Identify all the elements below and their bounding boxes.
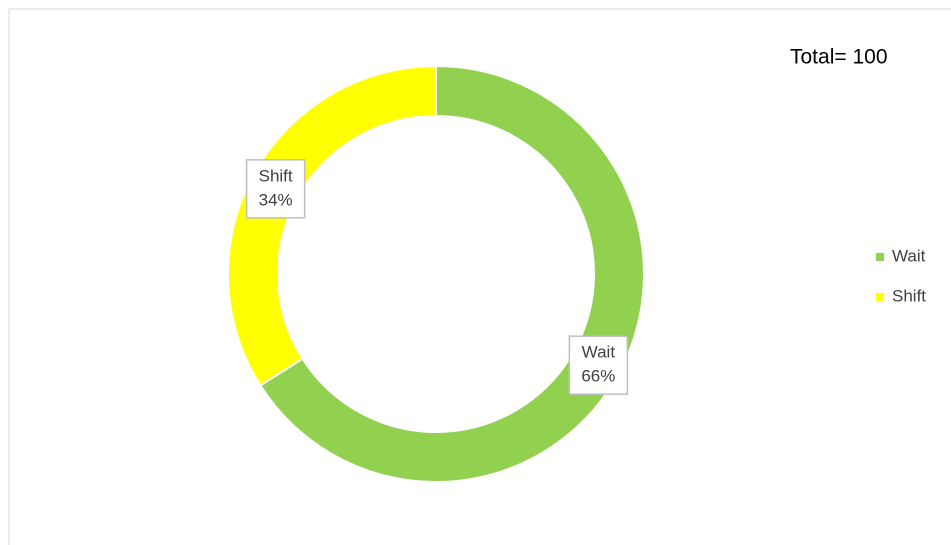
data-label-category: Wait [582, 343, 616, 362]
data-label-box [245, 159, 306, 219]
legend-label: Wait [892, 246, 926, 265]
total-annotation: Total= 100 [790, 46, 888, 69]
legend-label: Shift [892, 286, 926, 305]
donut-segment [227, 64, 437, 387]
legend-swatch [876, 253, 884, 261]
donut-segment [258, 64, 645, 483]
data-label-box [568, 335, 629, 395]
data-label-category: Shift [259, 166, 293, 185]
legend-swatch [876, 293, 884, 301]
data-label-value: 34% [259, 190, 293, 209]
data-label-value: 66% [581, 367, 615, 386]
